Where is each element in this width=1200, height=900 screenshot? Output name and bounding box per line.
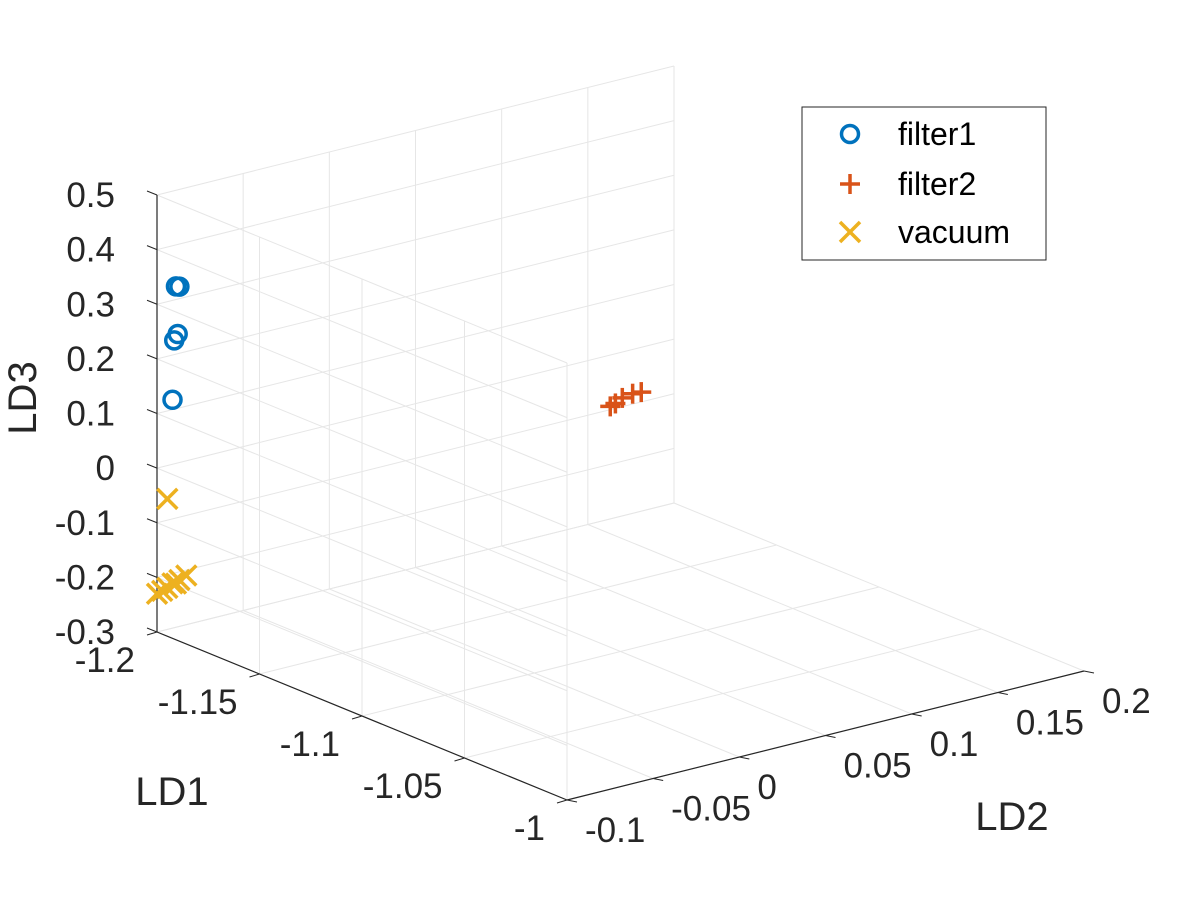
z-tick-label: 0.5: [66, 176, 115, 215]
y-tick-label: 0.1: [930, 725, 979, 764]
y-axis-label: LD2: [975, 795, 1048, 839]
grid-line: [156, 358, 568, 528]
legend-marker-filter1: [839, 123, 861, 145]
legend-label-filter1: filter1: [898, 116, 976, 152]
grid-line: [156, 413, 568, 582]
x-axis-label: LD1: [135, 770, 208, 814]
legend: filter1 filter2 vacuum: [801, 106, 1047, 261]
y-tick-mark: [739, 756, 750, 760]
grid-line: [501, 545, 912, 715]
grid-line: [415, 567, 826, 736]
point-filter2: [612, 387, 633, 408]
z-tick-label: -0.3: [55, 613, 115, 652]
tick-labels: -0.3 -0.2 -0.1 0 0.1 0.2 0.3 0.4 0.5 -1.2 -1.15 -1.…: [55, 176, 1151, 850]
z-tick-mark: [146, 409, 158, 414]
x-tick-label: -1.05: [363, 767, 443, 806]
grid-line: [242, 610, 654, 779]
point-filter2: [631, 382, 652, 403]
point-filter1: [163, 330, 185, 351]
point-vacuum: [156, 487, 179, 511]
y-tick-label: 0: [757, 768, 776, 807]
y-tick-mark: [911, 713, 922, 717]
data-points: [145, 276, 652, 605]
x-tick-mark: [351, 715, 363, 720]
y-tick-mark: [566, 799, 578, 803]
x-tick-label: -1.1: [280, 725, 340, 764]
z-tick-mark: [146, 627, 158, 633]
legend-marker-vacuum: [838, 220, 862, 244]
z-tick-label: -0.1: [55, 504, 115, 543]
grid-line: [156, 65, 675, 196]
axes: [146, 190, 1095, 804]
grid-line: [156, 576, 568, 746]
y-tick-label: -0.1: [585, 811, 645, 850]
x-tick-label: -1.2: [75, 641, 135, 680]
grid-line: [156, 467, 568, 637]
z-tick-mark: [146, 299, 158, 305]
y-tick-mark: [825, 735, 836, 738]
grid-line: [156, 284, 675, 414]
z-tick-mark: [146, 518, 158, 524]
z-tick-label: 0.4: [66, 231, 115, 270]
z-tick-label: 0: [96, 449, 115, 488]
x-tick-mark: [249, 673, 260, 678]
grid-line: [156, 249, 568, 419]
z-tick-label: 0.2: [66, 340, 115, 379]
y-tick-mark: [997, 692, 1008, 695]
y-tick-label: -0.05: [671, 790, 751, 829]
x-tick-mark: [556, 799, 568, 804]
z-tick-label: 0.3: [66, 285, 115, 324]
grid-line: [673, 502, 1085, 672]
legend-marker-filter2: [840, 174, 860, 194]
point-vacuum: [161, 572, 184, 595]
z-tick-mark: [146, 572, 158, 578]
grid-line: [156, 393, 675, 524]
grid-line: [156, 174, 675, 305]
grid-line: [156, 229, 675, 360]
z-tick-label: -0.2: [55, 558, 115, 597]
legend-label-vacuum: vacuum: [898, 214, 1010, 250]
y-tick-mark: [653, 778, 664, 781]
grid-line: [156, 522, 568, 692]
x-tick-label: -1.15: [158, 683, 238, 722]
grid-line: [156, 338, 675, 469]
z-tick-mark: [146, 354, 158, 360]
z-tick-mark: [146, 190, 158, 196]
point-filter1: [162, 389, 183, 411]
y-tick-label: 0.2: [1102, 682, 1151, 721]
y-tick-label: 0.15: [1016, 704, 1084, 743]
z-axis-label: LD3: [1, 361, 45, 434]
grid-line: [329, 588, 740, 758]
point-filter1: [169, 276, 190, 297]
grid-line: [156, 303, 568, 473]
z-tick-label: 0.1: [66, 395, 115, 434]
x-tick-label: -1: [514, 809, 545, 848]
z-tick-mark: [146, 245, 158, 251]
legend-label-filter2: filter2: [898, 166, 976, 202]
z-tick-mark: [146, 463, 158, 469]
y-tick-label: 0.05: [844, 747, 912, 786]
y-tick-mark: [1083, 670, 1095, 674]
grid-line: [156, 120, 675, 251]
point-vacuum: [175, 564, 198, 587]
grid-line: [156, 447, 675, 578]
grid-line: [156, 194, 568, 364]
grid-line: [587, 524, 999, 693]
x-tick-mark: [454, 757, 465, 762]
x-tick-mark: [146, 631, 158, 636]
